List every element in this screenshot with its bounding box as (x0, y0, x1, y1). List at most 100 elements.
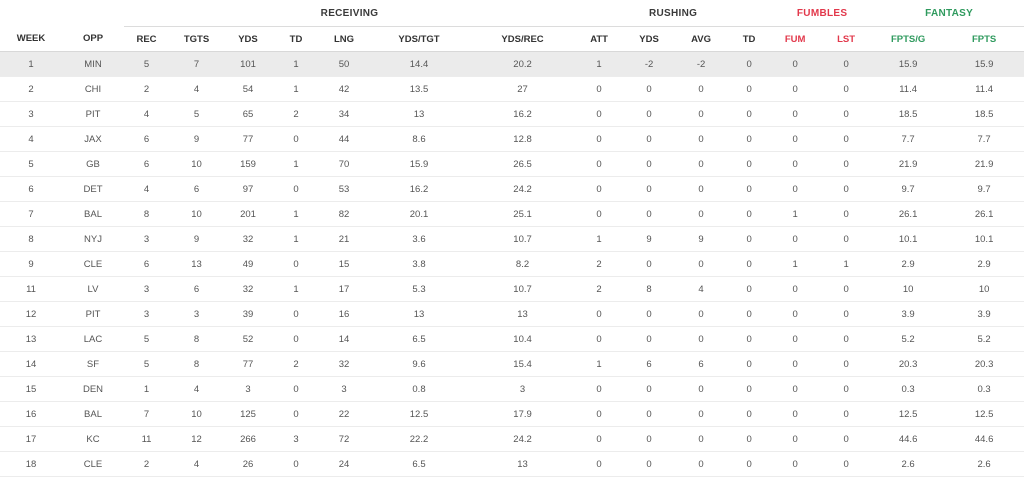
col-yds-per-tgt[interactable]: YDS/TGT (368, 26, 470, 52)
table-row[interactable]: 1 MIN 5 7 101 1 50 14.4 20.2 1 -2 -2 0 0 0 15.9 15.9 (0, 51, 1024, 77)
col-week[interactable]: WEEK (0, 26, 62, 52)
cell-lng: 50 (320, 51, 368, 77)
rushing-group-header: RUSHING (575, 0, 772, 27)
cell-rec-yds: 65 (224, 101, 272, 127)
cell-opp: GB (62, 151, 124, 177)
cell-rec: 2 (124, 76, 169, 102)
cell-yds-per-rec: 27 (470, 76, 576, 102)
cell-rec-td: 0 (272, 401, 320, 427)
col-rush-td[interactable]: TD (727, 26, 772, 52)
cell-avg: 6 (675, 351, 728, 377)
cell-yds-per-tgt: 6.5 (368, 451, 470, 477)
table-row[interactable]: 16 BAL 7 10 125 0 22 12.5 17.9 0 0 0 0 0 0 12.5 12.5 (0, 401, 1024, 427)
cell-fpts-per-game: 2.9 (873, 251, 944, 277)
cell-rec-td: 2 (272, 351, 320, 377)
cell-rec-td: 1 (272, 201, 320, 227)
col-tgts[interactable]: TGTS (169, 26, 224, 52)
cell-lng: 44 (320, 126, 368, 152)
col-opp[interactable]: OPP (62, 26, 124, 52)
cell-yds-per-rec: 24.2 (470, 176, 576, 202)
cell-rec-yds: 26 (224, 451, 272, 477)
table-row[interactable]: 15 DEN 1 4 3 0 3 0.8 3 0 0 0 0 0 0 0.3 0.3 (0, 376, 1024, 402)
cell-lng: 53 (320, 176, 368, 202)
table-row[interactable]: 12 PIT 3 3 39 0 16 13 13 0 0 0 0 0 0 3.9 3.9 (0, 301, 1024, 327)
cell-lst: 0 (819, 51, 874, 77)
cell-rush-yds: -2 (623, 51, 676, 77)
cell-tgts: 4 (169, 451, 224, 477)
table-row[interactable]: 8 NYJ 3 9 32 1 21 3.6 10.7 1 9 9 0 0 0 10.1 10.1 (0, 226, 1024, 252)
cell-lng: 70 (320, 151, 368, 177)
cell-rush-td: 0 (727, 126, 772, 152)
table-row[interactable]: 17 KC 11 12 266 3 72 22.2 24.2 0 0 0 0 0 0 44.6 44.6 (0, 426, 1024, 452)
cell-fpts: 3.9 (943, 301, 1024, 327)
cell-tgts: 4 (169, 376, 224, 402)
col-fum[interactable]: FUM (771, 26, 820, 52)
table-row[interactable]: 11 LV 3 6 32 1 17 5.3 10.7 2 8 4 0 0 0 10 10 (0, 276, 1024, 302)
cell-lst: 0 (819, 176, 874, 202)
cell-week: 11 (0, 276, 62, 302)
table-row[interactable]: 13 LAC 5 8 52 0 14 6.5 10.4 0 0 0 0 0 0 5.2 5.2 (0, 326, 1024, 352)
cell-fpts-per-game: 15.9 (873, 51, 944, 77)
cell-tgts: 9 (169, 226, 224, 252)
cell-att: 0 (575, 451, 624, 477)
cell-rec-td: 1 (272, 276, 320, 302)
col-att[interactable]: ATT (575, 26, 624, 52)
table-row[interactable]: 5 GB 6 10 159 1 70 15.9 26.5 0 0 0 0 0 0 21.9 21.9 (0, 151, 1024, 177)
col-lng[interactable]: LNG (320, 26, 368, 52)
col-rec[interactable]: REC (124, 26, 169, 52)
table-row[interactable]: 9 CLE 6 13 49 0 15 3.8 8.2 2 0 0 0 1 1 2.9 2.9 (0, 251, 1024, 277)
cell-lst: 0 (819, 151, 874, 177)
cell-week: 9 (0, 251, 62, 277)
cell-yds-per-rec: 25.1 (470, 201, 576, 227)
col-fpts[interactable]: FPTS (943, 26, 1024, 52)
cell-fpts-per-game: 10.1 (873, 226, 944, 252)
cell-week: 18 (0, 451, 62, 477)
cell-rush-td: 0 (727, 276, 772, 302)
table-row[interactable]: 6 DET 4 6 97 0 53 16.2 24.2 0 0 0 0 0 0 9.7 9.7 (0, 176, 1024, 202)
table-body: 1 MIN 5 7 101 1 50 14.4 20.2 1 -2 -2 0 0 0 15.9 15.9 2 CHI… (0, 51, 1024, 477)
cell-avg: 0 (675, 376, 728, 402)
cell-lng: 34 (320, 101, 368, 127)
table-row[interactable]: 3 PIT 4 5 65 2 34 13 16.2 0 0 0 0 0 0 18.5 18.5 (0, 101, 1024, 127)
cell-lng: 82 (320, 201, 368, 227)
col-rush-yds[interactable]: YDS (623, 26, 676, 52)
col-lst[interactable]: LST (819, 26, 874, 52)
cell-opp: BAL (62, 201, 124, 227)
cell-fum: 0 (771, 126, 820, 152)
cell-rec: 3 (124, 276, 169, 302)
cell-yds-per-rec: 26.5 (470, 151, 576, 177)
cell-fpts-per-game: 44.6 (873, 426, 944, 452)
col-yds-per-rec[interactable]: YDS/REC (470, 26, 576, 52)
cell-avg: 0 (675, 126, 728, 152)
cell-rush-yds: 0 (623, 376, 676, 402)
cell-att: 0 (575, 126, 624, 152)
col-rec-yds[interactable]: YDS (224, 26, 272, 52)
cell-att: 1 (575, 226, 624, 252)
cell-rec-td: 1 (272, 76, 320, 102)
table-row[interactable]: 18 CLE 2 4 26 0 24 6.5 13 0 0 0 0 0 0 2.6 2.6 (0, 451, 1024, 477)
cell-rec-yds: 266 (224, 426, 272, 452)
cell-avg: 0 (675, 176, 728, 202)
fantasy-group-header: FANTASY (873, 0, 1024, 27)
column-header-row: WEEK OPP REC TGTS YDS TD LNG YDS/TGT YDS… (0, 26, 1024, 52)
cell-yds-per-rec: 10.7 (470, 276, 576, 302)
col-fpts-per-game[interactable]: FPTS/G (873, 26, 944, 52)
cell-lst: 0 (819, 301, 874, 327)
table-row[interactable]: 2 CHI 2 4 54 1 42 13.5 27 0 0 0 0 0 0 11.4 11.4 (0, 76, 1024, 102)
group-header-row: RECEIVING RUSHING FUMBLES FANTASY (0, 0, 1024, 27)
cell-fpts-per-game: 5.2 (873, 326, 944, 352)
table-row[interactable]: 7 BAL 8 10 201 1 82 20.1 25.1 0 0 0 0 1 0 26.1 26.1 (0, 201, 1024, 227)
cell-rush-td: 0 (727, 401, 772, 427)
col-rec-td[interactable]: TD (272, 26, 320, 52)
cell-att: 0 (575, 201, 624, 227)
cell-rec-td: 1 (272, 51, 320, 77)
table-row[interactable]: 4 JAX 6 9 77 0 44 8.6 12.8 0 0 0 0 0 0 7.7 7.7 (0, 126, 1024, 152)
cell-tgts: 9 (169, 126, 224, 152)
cell-yds-per-tgt: 16.2 (368, 176, 470, 202)
col-avg[interactable]: AVG (675, 26, 728, 52)
table-row[interactable]: 14 SF 5 8 77 2 32 9.6 15.4 1 6 6 0 0 0 20.3 20.3 (0, 351, 1024, 377)
cell-fpts-per-game: 20.3 (873, 351, 944, 377)
cell-fum: 0 (771, 176, 820, 202)
cell-yds-per-tgt: 13 (368, 101, 470, 127)
cell-att: 0 (575, 76, 624, 102)
